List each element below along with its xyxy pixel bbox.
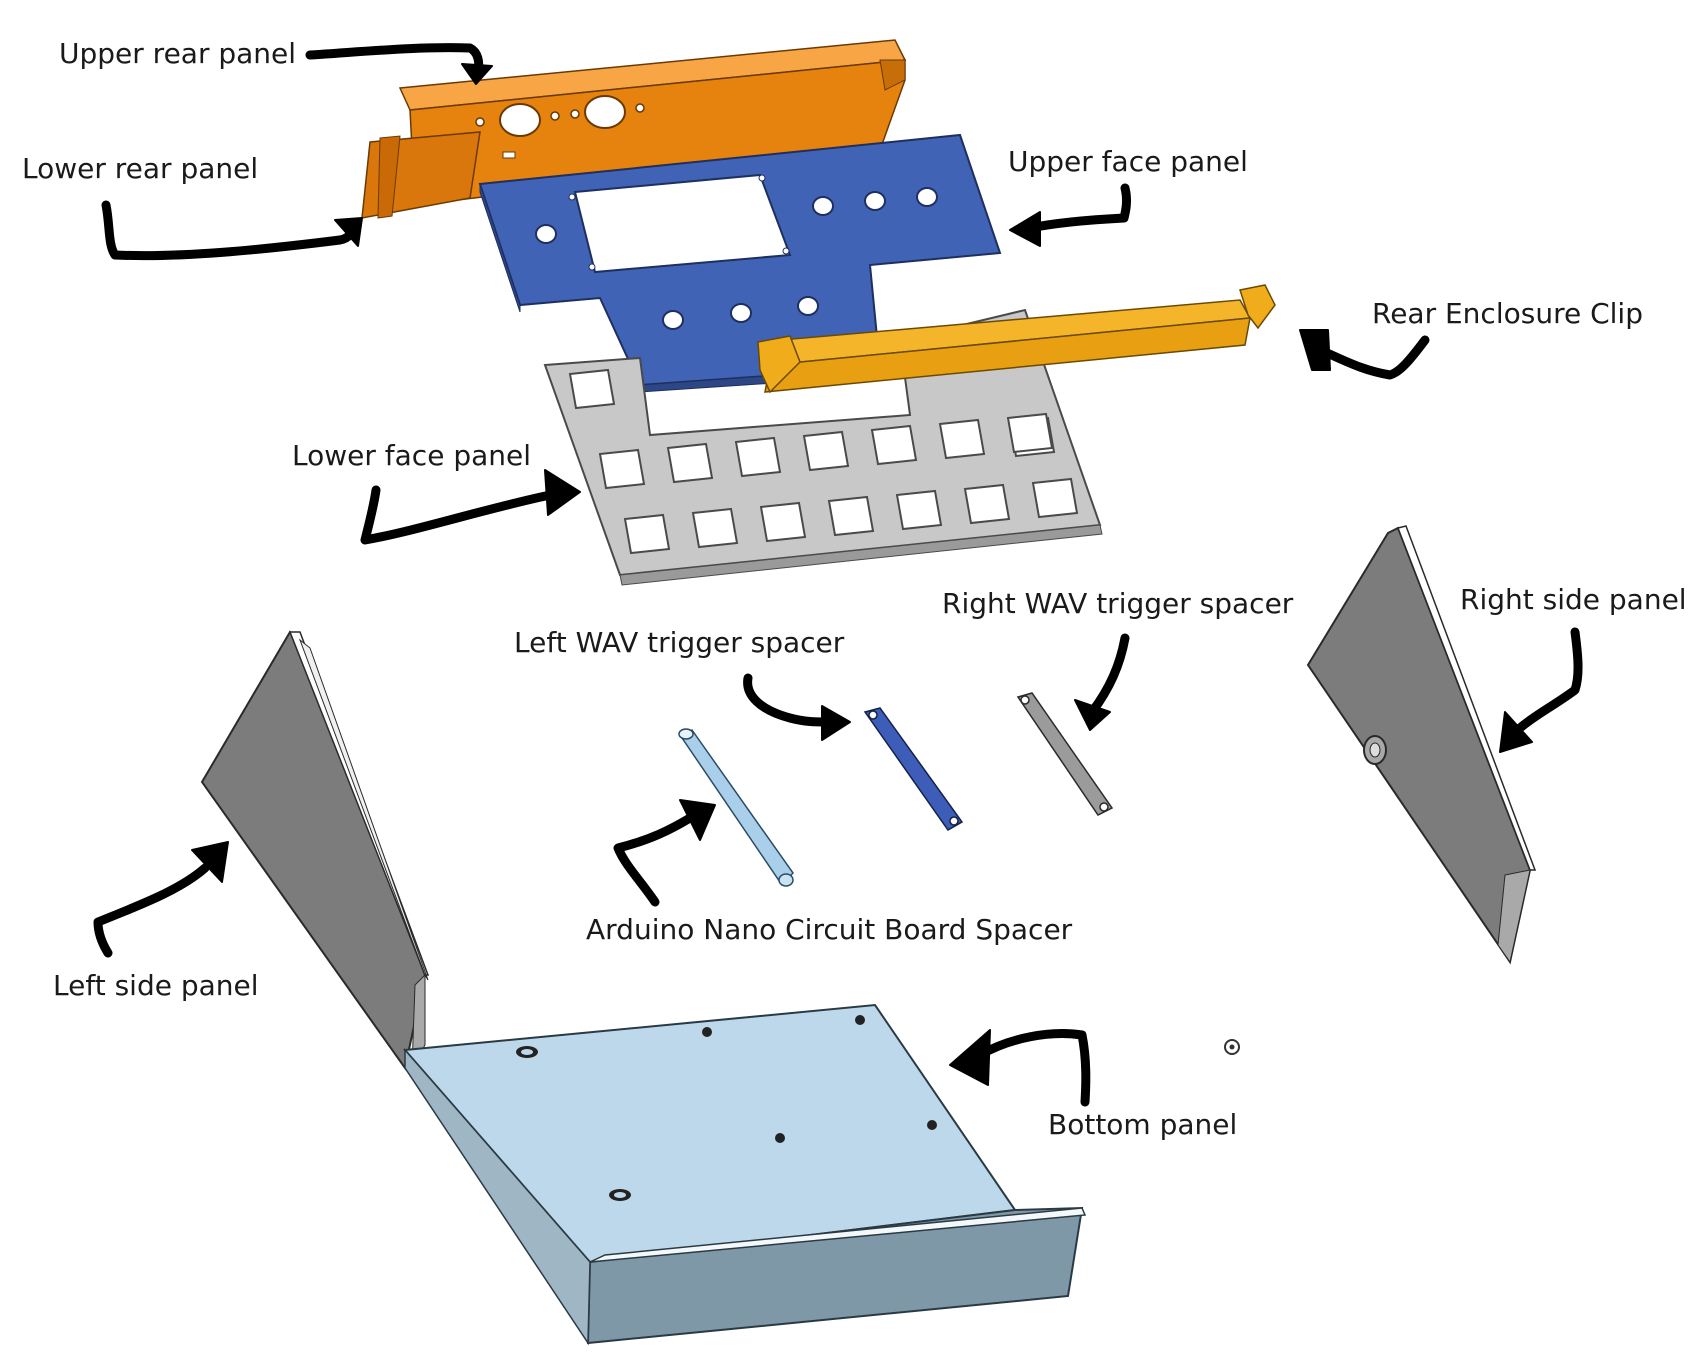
label-right-side-panel: Right side panel: [1460, 583, 1687, 616]
key-cutout: [870, 424, 918, 466]
key-cutout: [1031, 477, 1079, 519]
arrow-lower-face-panel: [360, 469, 581, 545]
key-cutout: [1006, 412, 1054, 454]
label-lower-face-panel: Lower face panel: [292, 439, 531, 472]
key-cutout: [734, 436, 782, 478]
label-bottom-panel: Bottom panel: [1048, 1108, 1238, 1141]
arrow-rear-enclosure-clip: [1299, 329, 1430, 380]
key-cutout: [895, 489, 943, 531]
bottom-panel: [402, 1003, 1087, 1346]
key-cutout: [963, 483, 1011, 525]
left-wav-trigger-spacer: [863, 707, 964, 831]
arduino-nano-spacer: [678, 728, 794, 887]
key-cutout: [691, 507, 739, 549]
key-cutout-grid: [568, 368, 1079, 555]
upper-face-panel: [478, 133, 1002, 393]
label-right-wav-trigger-spacer: Right WAV trigger spacer: [942, 587, 1294, 620]
arrow-left-side-panel: [93, 841, 229, 958]
label-upper-face-panel: Upper face panel: [1008, 145, 1248, 178]
key-cutout: [802, 430, 850, 472]
key-cutout: [827, 495, 875, 537]
arrow-left-wav-trigger-spacer: [743, 673, 851, 741]
washer: [1224, 1039, 1240, 1055]
left-side-panel: [200, 630, 430, 1071]
right-side-panel: [1306, 525, 1537, 965]
lower-face-panel: [543, 308, 1103, 586]
label-left-side-panel: Left side panel: [53, 969, 259, 1002]
arrow-upper-face-panel: [1009, 183, 1132, 247]
key-cutout: [938, 418, 986, 460]
key-cutout: [623, 513, 671, 555]
rear-enclosure-clip: [756, 284, 1276, 394]
label-left-wav-trigger-spacer: Left WAV trigger spacer: [514, 626, 845, 659]
key-cutout: [759, 501, 807, 543]
arrow-arduino-nano-spacer: [613, 799, 716, 907]
arrow-right-side-panel: [1499, 627, 1583, 753]
arrow-lower-rear-panel: [101, 200, 363, 261]
upper-rear-panel: [398, 39, 907, 206]
key-cutout: [598, 448, 646, 490]
label-upper-rear-panel: Upper rear panel: [59, 37, 297, 70]
key-cutout: [568, 368, 616, 410]
label-rear-enclosure-clip: Rear Enclosure Clip: [1372, 297, 1643, 330]
arrow-bottom-panel: [949, 1029, 1091, 1107]
key-cutout: [666, 442, 714, 484]
arrow-upper-rear-panel: [305, 43, 493, 85]
right-wav-trigger-spacer: [1016, 692, 1114, 816]
label-lower-rear-panel: Lower rear panel: [22, 152, 259, 185]
label-arduino-nano-spacer: Arduino Nano Circuit Board Spacer: [586, 913, 1073, 946]
lower-rear-panel: [361, 131, 516, 219]
arrow-right-wav-trigger-spacer: [1074, 633, 1130, 731]
